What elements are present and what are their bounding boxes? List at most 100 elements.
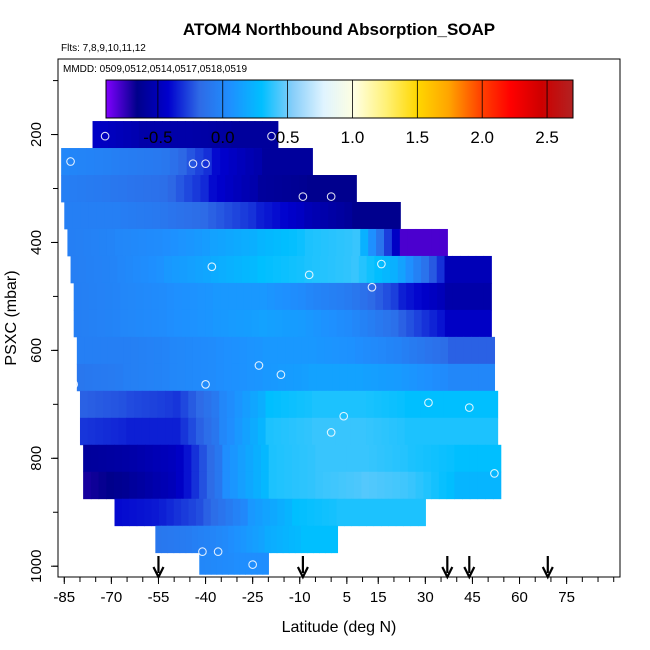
y-tick-label: 600 [28,338,45,363]
heatmap-cell [185,525,193,554]
heatmap-cell [85,175,95,203]
heatmap-cell [281,228,290,257]
heatmap-cell [249,255,259,284]
colorbar-tick-label: -0.5 [143,128,172,147]
heatmap-cell [100,363,109,392]
heatmap-cell [81,282,90,311]
heatmap-cell [339,336,349,365]
heatmap-cell [228,282,237,311]
heatmap-cell [299,444,308,473]
heatmap-cell [312,201,321,230]
heatmap-cell [158,498,167,527]
heatmap-cell [141,390,151,419]
heatmap-cell [121,444,131,473]
heatmap-cell [468,309,477,338]
heatmap-cell [162,228,171,257]
heatmap-cell [322,444,332,473]
heatmap-cell [246,525,254,554]
heatmap-cell [134,175,144,203]
heatmap-cell [424,363,434,392]
heatmap-cell [327,417,336,446]
y-tick-label: 800 [28,446,45,471]
sample-point [367,282,377,292]
heatmap-cell [187,255,196,284]
heatmap-cell [210,552,218,575]
heatmap-cell [489,417,499,446]
heatmap-cell [352,201,361,230]
heatmap-cell [256,201,265,230]
heatmap-cell [184,201,193,230]
heatmap-cell [295,148,305,176]
heatmap-cell [268,471,278,500]
heatmap-cell [222,444,231,473]
heatmap-cell [216,175,226,203]
heatmap-cell [280,255,290,284]
heatmap-cell [406,282,415,311]
heatmap-cell [225,498,234,527]
heatmap-cell [268,444,278,473]
heatmap-cell [189,309,199,338]
heatmap-cell [330,444,339,473]
heatmap-cell [358,255,368,284]
heatmap-cell [486,336,496,365]
heatmap-cell [137,444,146,473]
heatmap-cell [226,390,236,419]
heatmap-cell [111,148,121,176]
heatmap-cell [195,390,205,419]
heatmap-cell [185,336,194,365]
x-tick-label: 75 [558,589,575,606]
heatmap-cell [96,282,106,311]
heatmap-cell [117,255,126,284]
heatmap-cell [143,282,152,311]
heatmap-cell [123,363,132,392]
heatmap-cell [199,444,208,473]
heatmap-cell [366,417,375,446]
heatmap-cell [171,255,181,284]
heatmap-cell [134,390,143,419]
heatmap-cell [168,444,177,473]
heatmap-cell [144,201,153,230]
heatmap-cell [355,336,364,365]
heatmap-cell [189,282,199,311]
heatmap-cell [304,417,313,446]
heatmap-cell [471,363,480,392]
heatmap-cell [389,390,398,419]
heatmap-cell [466,417,475,446]
heatmap-cell [104,309,113,338]
heatmap-cell [305,282,315,311]
heatmap-cell [269,498,278,527]
heatmap-cell [294,525,302,554]
heatmap-cell [284,498,293,527]
heatmap-cell [192,201,201,230]
heatmap-cell [462,444,471,473]
heatmap-cell [477,471,486,500]
y-tick-label: 1000 [28,550,45,583]
heatmap-cell [375,309,384,338]
heatmap-cell [395,498,404,527]
heatmap-cell [181,282,191,311]
heatmap-cell [443,417,452,446]
heatmap-cell [462,471,471,500]
heatmap-cell [373,390,383,419]
heatmap-cell [255,498,264,527]
heatmap-cell [409,336,418,365]
heatmap-cell [262,498,271,527]
heatmap-cell [397,417,406,446]
heatmap-cell [265,390,274,419]
heatmap-cell [161,525,169,554]
heatmap-cell [208,336,217,365]
heatmap-cell [118,175,128,203]
heatmap-cell [222,525,229,554]
heatmap-cell [110,175,120,203]
heatmap-cell [78,255,87,284]
heatmap-cell [236,148,246,176]
heatmap-cell [386,363,395,392]
heatmap-cell [296,201,305,230]
sample-point [267,131,276,141]
colorbar-tick-label: 0.5 [276,128,300,147]
sample-point [69,460,79,470]
heatmap-cell [87,417,97,446]
heatmap-cell [81,309,90,338]
heatmap-cell [149,390,158,419]
heatmap-cell [380,498,389,527]
